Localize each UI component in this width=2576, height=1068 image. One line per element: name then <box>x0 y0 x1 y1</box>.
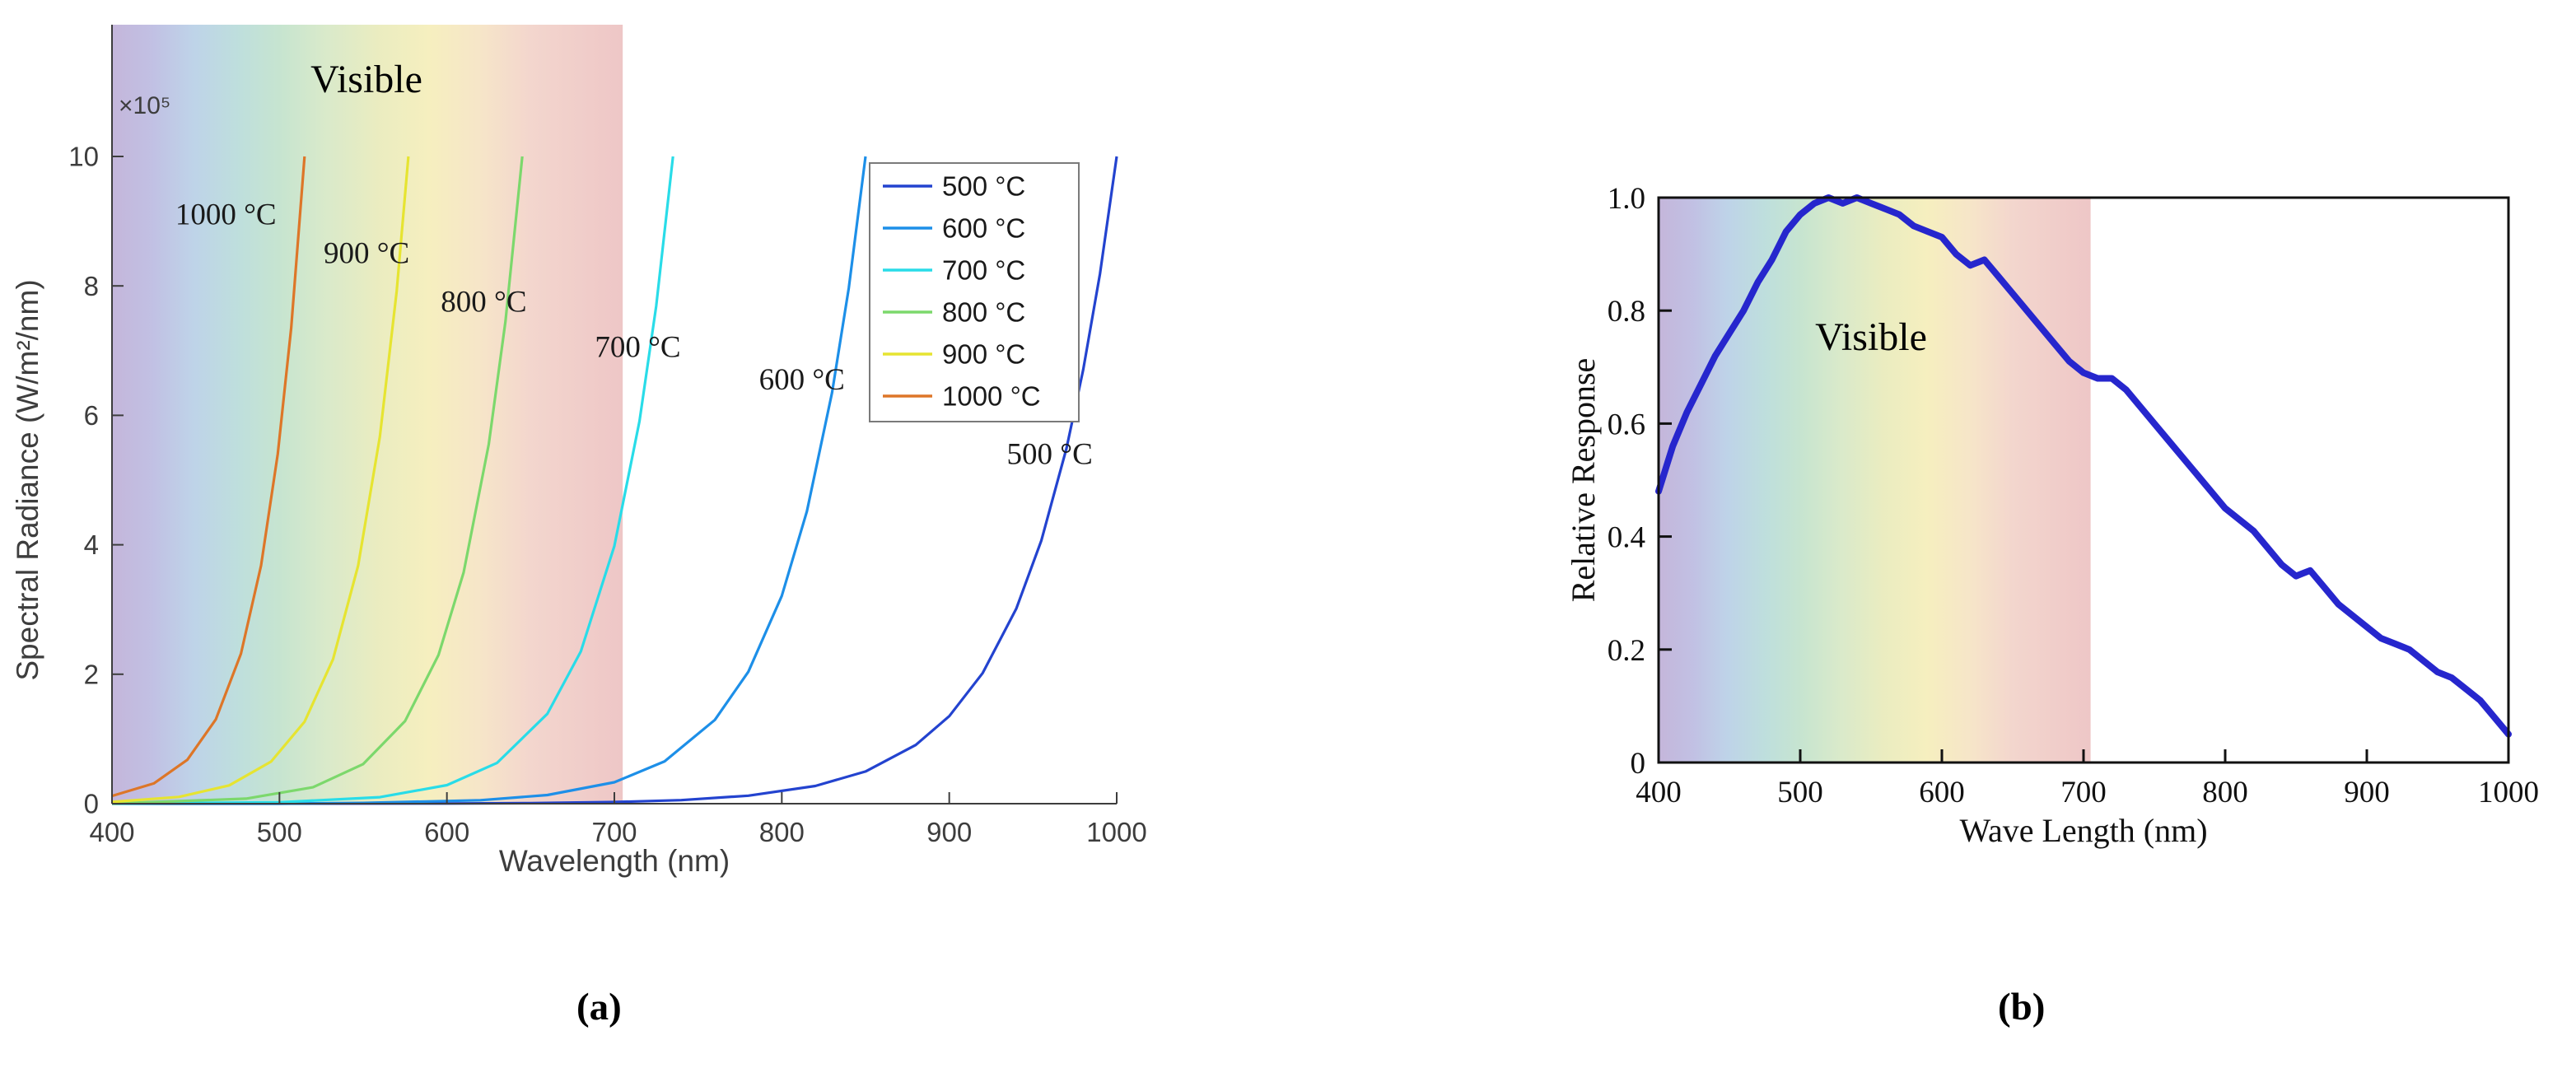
x-tick-label: 700 <box>2060 776 2107 809</box>
y-axis-label: Relative Response <box>1565 358 1602 603</box>
x-tick-label: 600 <box>424 817 469 847</box>
y-tick-label: 1.0 <box>1608 182 1645 216</box>
x-tick-label: 900 <box>926 817 972 847</box>
legend-entry-label: 800 °C <box>942 297 1025 328</box>
curve-label: 900 °C <box>324 237 409 271</box>
curve-annotations: 1000 °C 900 °C 800 °C 700 °C 600 °C 500 °C <box>175 198 1093 472</box>
legend-entry-label: 600 °C <box>942 213 1025 244</box>
y-tick-label: 0.2 <box>1608 634 1645 668</box>
curve-label: 700 °C <box>595 331 680 365</box>
x-tick-label: 800 <box>759 817 805 847</box>
x-axis-label: Wavelength (nm) <box>499 844 730 878</box>
legend-entry-label: 900 °C <box>942 339 1025 370</box>
y-tick-label: 0.8 <box>1608 295 1645 329</box>
subfigure-b-caption: (b) <box>1998 986 2046 1028</box>
curve-label: 600 °C <box>759 363 845 397</box>
x-tick-label: 400 <box>89 817 134 847</box>
y-tick-label: 0 <box>84 789 99 819</box>
y-axis-label: Spectral Radiance (W/m²/nm) <box>11 279 44 680</box>
legend-entry-label: 700 °C <box>942 255 1025 286</box>
legend-box <box>869 162 1080 422</box>
y-tick-label: 0.6 <box>1608 408 1645 441</box>
y-tick-label: 10 <box>68 142 99 172</box>
curve-900°C <box>111 156 410 804</box>
legend-entry-label: 1000 °C <box>942 381 1041 412</box>
x-axis-label: Wave Length (nm) <box>1959 812 2207 849</box>
x-tick-label: 600 <box>1919 776 1965 809</box>
blackbody-spectral-radiance-chart: Visible 400 500 600 700 800 900 1000 0 2 4 6 8 10 ×10⁵… <box>11 25 1147 878</box>
y-tick-label: 6 <box>84 400 99 431</box>
legend: 500 °C 600 °C 700 °C 800 °C 900 °C 1000 °C <box>869 162 1080 422</box>
y-tick-label: 2 <box>84 659 99 689</box>
x-tick-label: 400 <box>1636 776 1682 809</box>
y-tick-label: 8 <box>84 271 99 301</box>
axes: 400 500 600 700 800 900 1000 0 2 4 6 8 10 <box>68 25 1147 847</box>
x-tick-label: 1000 <box>2478 776 2539 809</box>
curve-1000°C <box>111 156 306 798</box>
relative-response-curve <box>1655 194 2512 738</box>
curve-label: 800 °C <box>441 286 526 319</box>
visible-spectrum-band <box>112 25 623 804</box>
visible-band-label: Visible <box>1815 315 1927 359</box>
y-tick-label: 0.4 <box>1608 521 1645 555</box>
y-tick-label: 0 <box>1631 747 1646 781</box>
axes: 400 500 600 700 800 900 1000 0 0.2 0.4 0.6 0.8 1.0 <box>1608 182 2539 809</box>
x-tick-label: 900 <box>2344 776 2390 809</box>
visible-spectrum-band <box>1659 198 2091 763</box>
legend-entry-label: 500 °C <box>942 171 1025 202</box>
curve-700°C <box>111 156 674 805</box>
subfigure-a-caption: (a) <box>576 986 622 1028</box>
camera-relative-response-chart: Visible 400 500 600 700 800 900 1000 0 0.2 0.4 0.6 0… <box>1565 182 2539 849</box>
curve-label: 1000 °C <box>175 198 277 232</box>
curve-label: 500 °C <box>1007 437 1093 471</box>
visible-band-label: Visible <box>310 58 422 101</box>
y-tick-label: 4 <box>84 529 99 560</box>
x-tick-label: 500 <box>1777 776 1823 809</box>
y-axis-exponent-label: ×10⁵ <box>119 92 170 119</box>
x-tick-label: 800 <box>2202 776 2248 809</box>
curve-600°C <box>112 156 867 805</box>
x-tick-label: 1000 <box>1086 817 1146 847</box>
x-tick-label: 700 <box>591 817 637 847</box>
x-tick-label: 500 <box>257 817 302 847</box>
